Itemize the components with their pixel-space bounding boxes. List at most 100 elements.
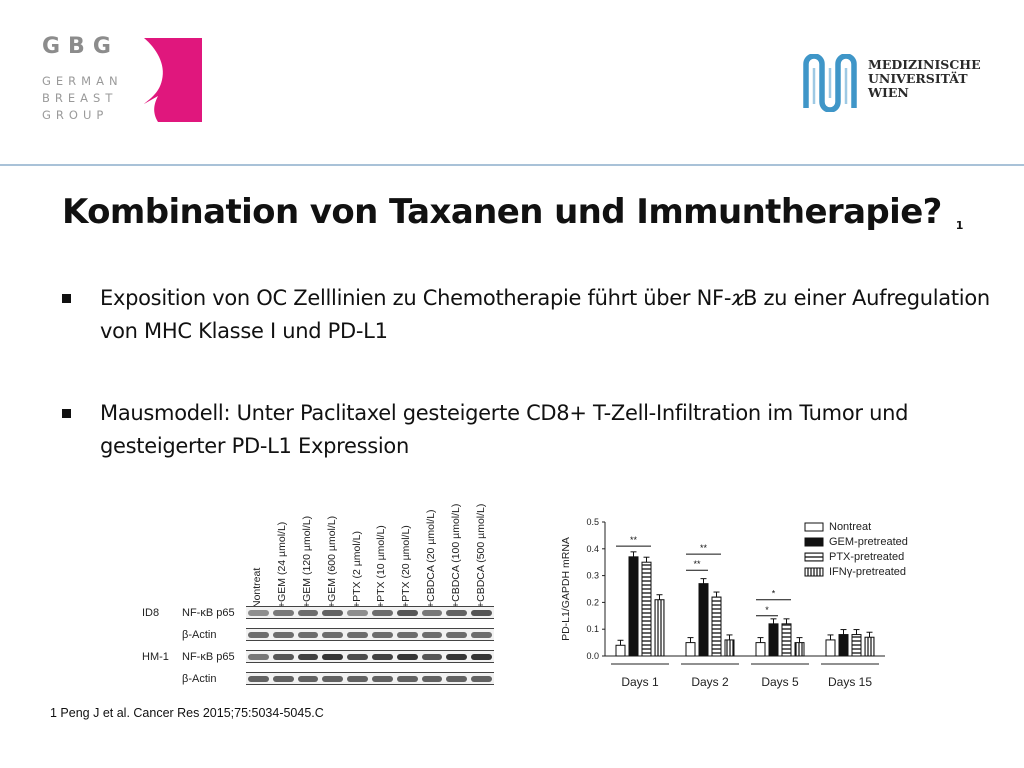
bar — [724, 639, 735, 657]
legend-label: IFNγ-pretreated — [829, 566, 906, 578]
blot-lane-label: +CBDCA (500 µmol/L) — [474, 503, 487, 608]
title-reference: 1 — [955, 219, 964, 232]
bar — [851, 634, 862, 657]
blot-protein-label: β-Actin — [182, 673, 217, 685]
bar — [781, 623, 792, 657]
blot-band — [396, 654, 418, 660]
blot-cell-line-label: HM-1 — [142, 651, 169, 663]
blot-lane-label: +CBDCA (20 µmol/L) — [425, 509, 437, 608]
significance-label: ** — [693, 559, 701, 569]
blot-band — [322, 632, 344, 638]
blot-band — [272, 632, 294, 638]
y-tick-label: 0.0 — [586, 651, 599, 661]
blot-cell-line-label: ID8 — [142, 607, 160, 619]
legend-swatch — [804, 537, 824, 547]
bar — [838, 634, 849, 657]
bar — [711, 596, 722, 657]
bar — [615, 644, 626, 657]
pdl1-bar-chart: 0.0 0.1 0.2 0.3 0.4 0.5 PD-L1/GAPDH mRNA Days 1… — [555, 500, 935, 700]
legend-swatch — [804, 567, 824, 577]
bar-chart-svg: 0.0 0.1 0.2 0.3 0.4 0.5 PD-L1/GAPDH mRNA Days 1… — [560, 517, 908, 689]
blot-band — [248, 632, 269, 638]
legend-label: GEM-pretreated — [829, 536, 908, 548]
gbg-logo-abbr: GBG — [42, 34, 119, 59]
y-tick-label: 0.2 — [586, 597, 599, 607]
footnote: 1 Peng J et al. Cancer Res 2015;75:5034-… — [50, 706, 324, 720]
muw-logo-line2: UNIVERSITÄT — [868, 71, 968, 86]
blot-band — [446, 676, 468, 682]
legend-label: PTX-pretreated — [829, 551, 904, 563]
blot-band-row — [246, 628, 494, 641]
blot-band — [471, 632, 492, 638]
square-bullet-icon — [62, 409, 71, 418]
slide-title-text: Kombination von Taxanen und Immuntherapi… — [62, 192, 942, 232]
blot-lane-label: +PTX (20 µmol/L) — [400, 525, 413, 608]
legend-label: Nontreat — [829, 521, 871, 533]
blot-band-row — [246, 672, 494, 685]
gbg-breast-mark-icon — [144, 38, 202, 122]
bar — [768, 623, 779, 657]
bar — [825, 639, 836, 657]
blot-band — [272, 610, 294, 616]
blot-band — [297, 654, 319, 660]
blot-band-row — [246, 650, 494, 663]
blot-band — [396, 632, 418, 638]
blot-band — [396, 676, 418, 682]
blot-band — [297, 676, 319, 682]
significance-label: ** — [630, 535, 638, 545]
y-tick-label: 0.1 — [586, 624, 599, 634]
y-tick-label: 0.4 — [586, 544, 599, 554]
blot-band — [347, 676, 368, 682]
legend-swatch — [804, 552, 824, 562]
blot-band — [372, 676, 393, 682]
muw-mark-icon — [803, 54, 857, 112]
blot-band — [322, 654, 344, 660]
bar — [641, 561, 652, 657]
significance-label: ** — [700, 543, 708, 553]
y-axis-label: PD-L1/GAPDH mRNA — [560, 537, 572, 641]
blot-lane-label: +CBDCA (100 µmol/L) — [449, 503, 462, 608]
gbg-logo-line3: GROUP — [42, 108, 109, 122]
blot-band — [297, 632, 319, 638]
blot-band — [372, 632, 393, 638]
blot-band — [248, 610, 269, 616]
blot-band — [297, 610, 319, 616]
muw-logo-line1: MEDIZINISCHE — [868, 57, 981, 72]
blot-lane-label: Nontreat — [251, 567, 264, 608]
blot-band — [471, 654, 492, 660]
blot-protein-label: NF-κB p65 — [182, 607, 235, 619]
blot-band — [446, 654, 468, 660]
blot-protein-label: NF-κB p65 — [182, 651, 235, 663]
blot-band — [248, 654, 269, 660]
legend-swatch — [804, 522, 824, 532]
western-blot-figure: Nontreat +GEM (24 µmol/L) +GEM (120 µmol/L… — [138, 472, 498, 694]
blot-band — [396, 610, 418, 616]
blot-band — [421, 676, 443, 682]
muw-logo-text: MEDIZINISCHE UNIVERSITÄT WIEN — [868, 58, 981, 100]
blot-lane-label: +GEM (600 µmol/L) — [325, 515, 338, 608]
blot-band — [372, 654, 393, 660]
x-tick-label: Days 5 — [761, 675, 799, 689]
square-bullet-icon — [62, 294, 71, 303]
blot-lane-label: +PTX (2 µmol/L) — [350, 531, 363, 608]
bar — [628, 556, 639, 657]
blot-band — [347, 632, 368, 638]
gbg-logo-line2: BREAST — [42, 91, 118, 105]
gbg-logo-line1: GERMAN — [42, 74, 123, 88]
x-tick-label: Days 2 — [691, 675, 729, 689]
bar — [685, 642, 696, 657]
y-tick-label: 0.3 — [586, 571, 599, 581]
blot-band — [421, 654, 443, 660]
blot-band — [347, 654, 368, 660]
significance-label: * — [765, 605, 769, 615]
bullet-text: Exposition von OC Zelllinien zu Chemothe… — [100, 286, 990, 343]
blot-lane-label: +GEM (24 µmol/L) — [276, 521, 289, 608]
bar — [654, 599, 665, 657]
bar — [698, 583, 709, 657]
blot-band — [322, 676, 344, 682]
muw-logo: MEDIZINISCHE UNIVERSITÄT WIEN — [800, 54, 1000, 112]
bullet-text: Mausmodell: Unter Paclitaxel gesteigerte… — [100, 401, 909, 458]
blot-lane-label: +PTX (10 µmol/L) — [375, 525, 388, 608]
blot-band — [471, 676, 492, 682]
x-tick-label: Days 1 — [621, 675, 659, 689]
